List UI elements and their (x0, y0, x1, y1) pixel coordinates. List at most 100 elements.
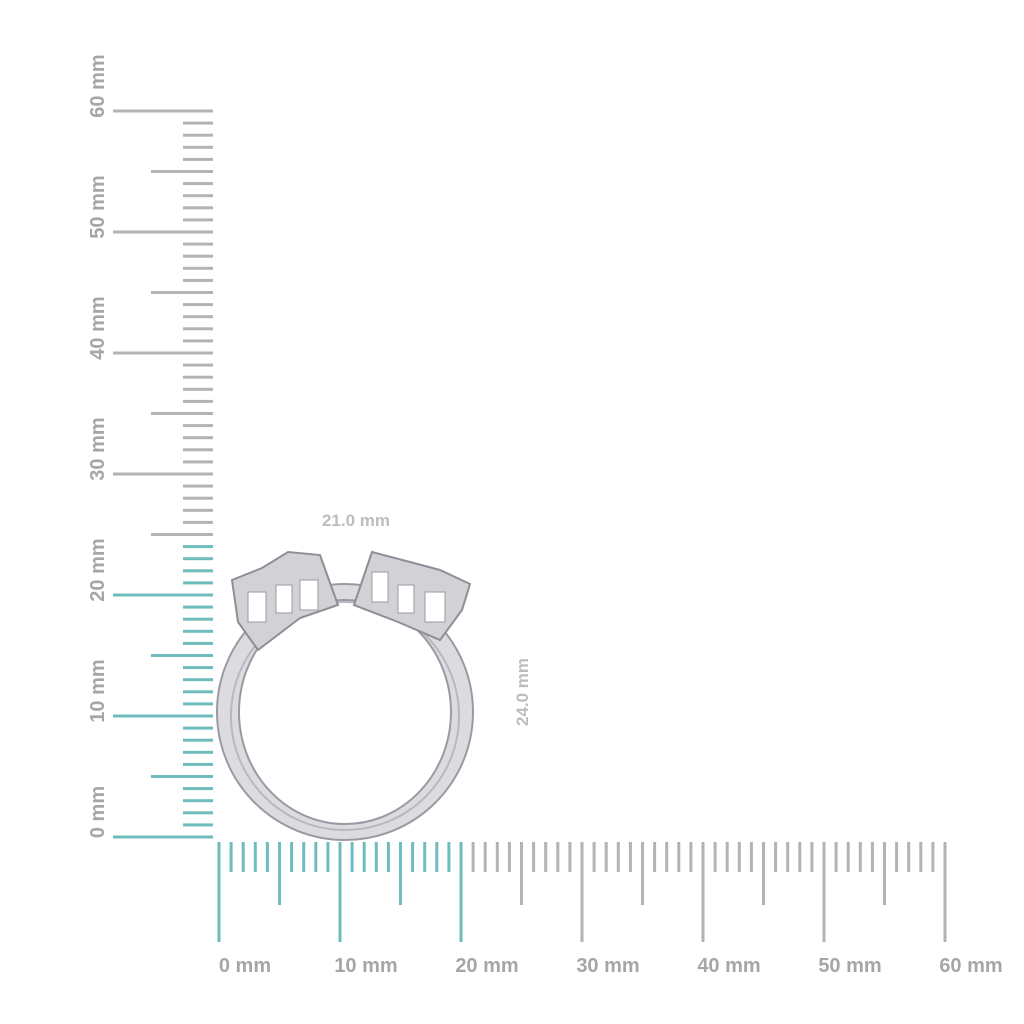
vertical-tick-46mm (183, 278, 213, 282)
vertical-tick-56mm (183, 157, 213, 161)
horizontal-tick-5mm (278, 842, 281, 905)
vertical-tick-36mm (183, 399, 213, 403)
vertical-tick-57mm (183, 145, 213, 149)
horizontal-tick-38mm (677, 842, 681, 872)
horizontal-tick-25mm (520, 842, 523, 905)
vertical-tick-15mm (151, 654, 213, 657)
vertical-tick-0mm (113, 835, 213, 839)
horizontal-tick-50mm (822, 842, 826, 942)
vertical-tick-47mm (183, 266, 213, 270)
horizontal-tick-33mm (616, 842, 620, 872)
vertical-label: 40 mm (87, 296, 109, 359)
horizontal-tick-36mm (653, 842, 657, 872)
horizontal-label: 30 mm (576, 955, 639, 977)
horizontal-ruler-labels: 0 mm 10 mm 20 mm 30 mm 40 mm 50 mm 60 mm (219, 955, 1003, 977)
horizontal-tick-10mm (338, 842, 342, 942)
horizontal-tick-39mm (689, 842, 693, 872)
horizontal-tick-15mm (399, 842, 402, 905)
vertical-tick-41mm (183, 339, 213, 343)
horizontal-tick-29mm (568, 842, 572, 872)
horizontal-label: 10 mm (334, 955, 397, 977)
horizontal-tick-43mm (737, 842, 741, 872)
horizontal-tick-58mm (919, 842, 923, 872)
horizontal-label: 20 mm (455, 955, 518, 977)
horizontal-tick-24mm (507, 842, 511, 872)
horizontal-tick-41mm (713, 842, 717, 872)
vertical-tick-17mm (183, 629, 213, 633)
horizontal-tick-16mm (411, 842, 415, 872)
horizontal-tick-60mm (943, 842, 947, 942)
vertical-label: 30 mm (87, 417, 109, 480)
vertical-tick-4mm (183, 787, 213, 791)
horizontal-tick-27mm (544, 842, 548, 872)
vertical-tick-16mm (183, 641, 213, 645)
vertical-tick-42mm (183, 327, 213, 331)
vertical-tick-19mm (183, 605, 213, 609)
vertical-tick-7mm (183, 750, 213, 754)
horizontal-tick-37mm (665, 842, 669, 872)
horizontal-tick-22mm (483, 842, 487, 872)
vertical-tick-31mm (183, 460, 213, 464)
vertical-tick-28mm (183, 496, 213, 500)
vertical-tick-21mm (183, 581, 213, 585)
horizontal-tick-6mm (290, 842, 294, 872)
vertical-tick-52mm (183, 206, 213, 210)
vertical-tick-30mm (113, 472, 213, 476)
vertical-tick-25mm (151, 533, 213, 536)
horizontal-tick-19mm (447, 842, 451, 872)
horizontal-tick-8mm (314, 842, 318, 872)
horizontal-tick-0mm (217, 842, 221, 942)
horizontal-tick-26mm (532, 842, 536, 872)
horizontal-tick-23mm (495, 842, 499, 872)
horizontal-tick-59mm (931, 842, 935, 872)
horizontal-tick-20mm (459, 842, 463, 942)
horizontal-tick-35mm (641, 842, 644, 905)
vertical-tick-60mm (113, 109, 213, 113)
vertical-tick-53mm (183, 194, 213, 198)
vertical-label: 50 mm (87, 175, 109, 238)
horizontal-label: 40 mm (697, 955, 760, 977)
width-dimension-label: 21.0 mm (322, 511, 390, 530)
horizontal-tick-52mm (846, 842, 850, 872)
horizontal-tick-57mm (907, 842, 911, 872)
vertical-tick-51mm (183, 218, 213, 222)
horizontal-tick-12mm (362, 842, 366, 872)
horizontal-ruler (217, 842, 947, 942)
horizontal-tick-28mm (556, 842, 560, 872)
vertical-ruler-labels: 0 mm 10 mm 20 mm 30 mm 40 mm 50 mm 60 mm (87, 54, 109, 838)
horizontal-label: 60 mm (939, 955, 1002, 977)
vertical-tick-5mm (151, 775, 213, 778)
horizontal-tick-31mm (592, 842, 596, 872)
vertical-ruler (113, 109, 213, 839)
horizontal-tick-14mm (386, 842, 390, 872)
horizontal-tick-18mm (435, 842, 439, 872)
vertical-tick-34mm (183, 424, 213, 428)
vertical-tick-59mm (183, 121, 213, 125)
vertical-tick-55mm (151, 170, 213, 173)
vertical-label: 0 mm (87, 786, 109, 838)
vertical-tick-2mm (183, 811, 213, 815)
vertical-tick-24mm (183, 545, 213, 549)
horizontal-tick-45mm (762, 842, 765, 905)
horizontal-tick-47mm (786, 842, 790, 872)
horizontal-label: 0 mm (219, 955, 271, 977)
horizontal-tick-40mm (701, 842, 705, 942)
vertical-tick-18mm (183, 617, 213, 621)
vertical-tick-54mm (183, 182, 213, 186)
vertical-tick-12mm (183, 690, 213, 694)
vertical-label: 10 mm (87, 659, 109, 722)
vertical-tick-14mm (183, 666, 213, 670)
vertical-tick-6mm (183, 762, 213, 766)
vertical-tick-8mm (183, 738, 213, 742)
vertical-tick-43mm (183, 315, 213, 319)
horizontal-tick-3mm (253, 842, 257, 872)
vertical-tick-38mm (183, 375, 213, 379)
vertical-tick-29mm (183, 484, 213, 488)
vertical-tick-45mm (151, 291, 213, 294)
vertical-tick-22mm (183, 569, 213, 573)
horizontal-tick-17mm (423, 842, 427, 872)
horizontal-tick-34mm (628, 842, 632, 872)
horizontal-tick-11mm (350, 842, 354, 872)
horizontal-tick-48mm (798, 842, 802, 872)
